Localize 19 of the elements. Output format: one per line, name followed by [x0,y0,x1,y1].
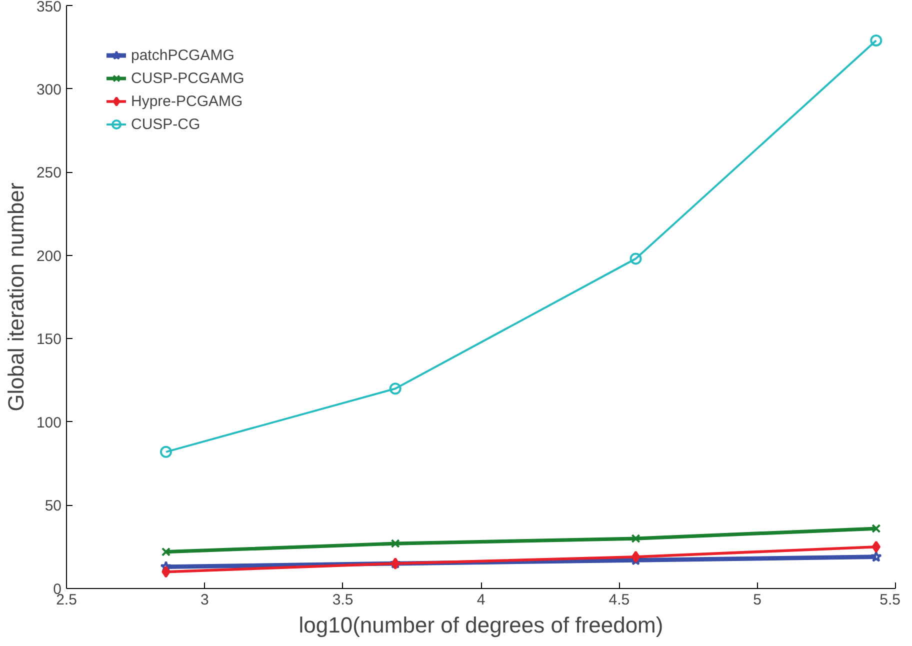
x-tick-label: 3 [200,592,209,608]
legend-label: patchPCGAMG [131,46,234,64]
y-tick-label: 150 [36,331,62,348]
y-tick-label: 350 [36,0,62,16]
x-tick-label: 4.5 [608,592,630,608]
y-tick-label: 200 [36,248,62,265]
x-tick-label: 5.5 [880,592,901,608]
y-tick-label: 250 [36,164,62,182]
y-axis-title: Global iteration number [3,182,28,412]
y-tick-label: 50 [44,498,62,515]
legend-label: CUSP-PCGAMG [131,70,244,86]
x-axis-title: log10(number of degrees of freedom) [298,612,664,638]
y-tick-label: 300 [36,81,62,98]
x-tick-label: 3.5 [332,592,354,608]
y-tick-label: 100 [36,414,62,432]
legend-label: CUSP-CG [131,116,200,132]
legend-label: Hypre-PCGAMG [131,92,243,110]
x-tick-label: 5 [753,592,762,608]
x-tick-label: 4 [476,592,486,608]
